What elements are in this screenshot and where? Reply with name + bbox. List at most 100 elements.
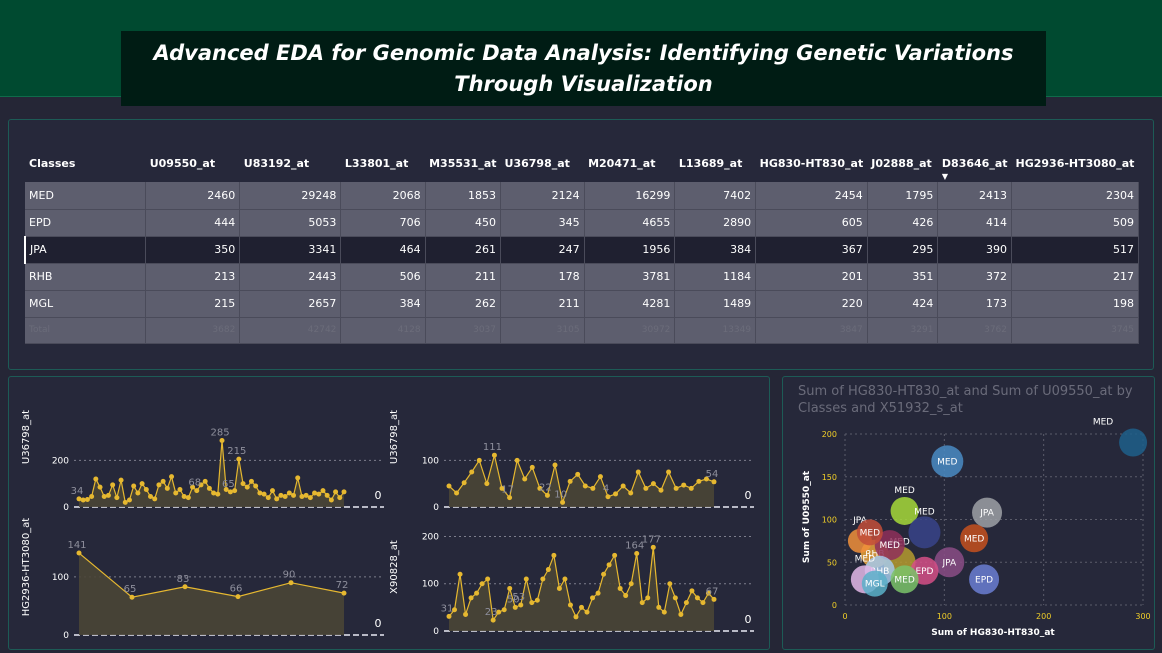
data-point[interactable] (135, 490, 141, 496)
table-row[interactable]: JPA 350 3341 464 261 247 1956 384 367 295 390 517 (24, 236, 1139, 264)
data-point[interactable] (650, 481, 656, 487)
data-point[interactable] (688, 485, 694, 491)
data-point[interactable] (711, 596, 717, 602)
data-point[interactable] (148, 494, 154, 499)
data-point[interactable] (689, 588, 695, 594)
data-point[interactable] (341, 590, 347, 596)
data-point[interactable] (620, 483, 626, 489)
data-point[interactable] (507, 585, 513, 591)
data-point[interactable] (573, 614, 579, 620)
data-point[interactable] (567, 478, 573, 484)
data-point[interactable] (454, 490, 460, 496)
column-header-hg830-ht830_at[interactable]: HG830-HT830_at (756, 144, 868, 182)
data-point[interactable] (545, 567, 551, 573)
data-point[interactable] (590, 595, 596, 601)
data-point[interactable] (617, 585, 623, 591)
data-point[interactable] (202, 478, 208, 484)
data-point[interactable] (265, 495, 271, 501)
data-point[interactable] (491, 452, 497, 458)
bubble[interactable] (890, 565, 919, 594)
data-point[interactable] (282, 494, 288, 499)
data-point[interactable] (512, 604, 518, 610)
data-point[interactable] (703, 476, 709, 482)
bubble[interactable] (890, 496, 919, 525)
column-header-m20471_at[interactable]: M20471_at (584, 144, 675, 182)
column-header-u36798_at[interactable]: U36798_at (501, 144, 585, 182)
data-point[interactable] (556, 585, 562, 591)
bubble[interactable] (874, 530, 905, 561)
data-point[interactable] (139, 481, 145, 487)
data-point[interactable] (507, 495, 513, 501)
data-point[interactable] (461, 480, 467, 486)
data-point[interactable] (694, 595, 700, 601)
data-point[interactable] (672, 595, 678, 601)
data-point[interactable] (190, 484, 196, 490)
data-point[interactable] (474, 590, 480, 596)
data-point[interactable] (518, 602, 524, 608)
data-point[interactable] (93, 476, 99, 482)
data-point[interactable] (194, 488, 200, 494)
data-point[interactable] (484, 481, 490, 487)
data-point[interactable] (337, 495, 343, 501)
data-point[interactable] (485, 576, 491, 582)
data-point[interactable] (169, 474, 175, 480)
data-point[interactable] (244, 484, 250, 490)
table-total-row[interactable]: Total 3682 42742 4128 3037 3105 30972 13349 3847… (25, 317, 1139, 344)
data-point[interactable] (605, 494, 611, 500)
data-point[interactable] (490, 617, 496, 623)
data-point[interactable] (227, 489, 233, 495)
data-point[interactable] (606, 562, 612, 568)
data-point[interactable] (700, 600, 706, 606)
data-point[interactable] (496, 609, 502, 615)
data-point[interactable] (76, 496, 82, 502)
data-point[interactable] (476, 457, 482, 463)
data-point[interactable] (278, 492, 284, 498)
data-point[interactable] (623, 593, 629, 599)
data-point[interactable] (643, 485, 649, 491)
data-point[interactable] (274, 496, 280, 502)
data-point[interactable] (479, 581, 485, 587)
data-point[interactable] (333, 489, 339, 495)
data-point[interactable] (114, 495, 120, 501)
bubble[interactable] (908, 516, 941, 549)
data-point[interactable] (634, 550, 640, 556)
data-point[interactable] (303, 492, 309, 498)
data-point[interactable] (156, 482, 162, 488)
data-point[interactable] (118, 477, 124, 483)
data-point[interactable] (650, 544, 656, 550)
data-point[interactable] (579, 604, 584, 610)
data-point[interactable] (446, 483, 452, 489)
column-header-u83192_at[interactable]: U83192_at (240, 144, 341, 182)
data-point[interactable] (529, 464, 535, 470)
data-point[interactable] (667, 581, 673, 587)
column-header-d83646_at[interactable]: D83646_at ▼ (938, 144, 1012, 182)
data-point[interactable] (683, 600, 689, 606)
data-point[interactable] (540, 576, 546, 582)
data-point[interactable] (601, 571, 607, 577)
data-point[interactable] (84, 497, 90, 503)
bubble[interactable] (931, 445, 964, 478)
data-point[interactable] (468, 595, 474, 601)
data-point[interactable] (590, 485, 596, 491)
data-point[interactable] (131, 483, 137, 489)
data-point[interactable] (658, 487, 664, 493)
data-point[interactable] (523, 576, 529, 582)
data-point[interactable] (711, 479, 717, 485)
data-point[interactable] (628, 581, 634, 587)
data-point[interactable] (552, 462, 558, 468)
bubble[interactable] (861, 570, 888, 597)
data-point[interactable] (76, 550, 82, 556)
data-point[interactable] (673, 485, 679, 491)
data-point[interactable] (584, 609, 590, 615)
data-point[interactable] (324, 492, 330, 498)
data-point[interactable] (534, 597, 540, 603)
data-point[interactable] (215, 491, 221, 497)
data-point[interactable] (105, 492, 111, 498)
column-header-j02888_at[interactable]: J02888_at (867, 144, 938, 182)
column-header-classes[interactable]: Classes (25, 144, 146, 182)
data-point[interactable] (219, 438, 225, 443)
data-point[interactable] (501, 607, 507, 613)
table-row[interactable]: EPD 444 5053 706 450 345 4655 2890 605 426 414 509 (25, 209, 1139, 237)
column-header-hg2936-ht3080_at[interactable]: HG2936-HT3080_at (1012, 144, 1139, 182)
data-point[interactable] (562, 576, 568, 582)
